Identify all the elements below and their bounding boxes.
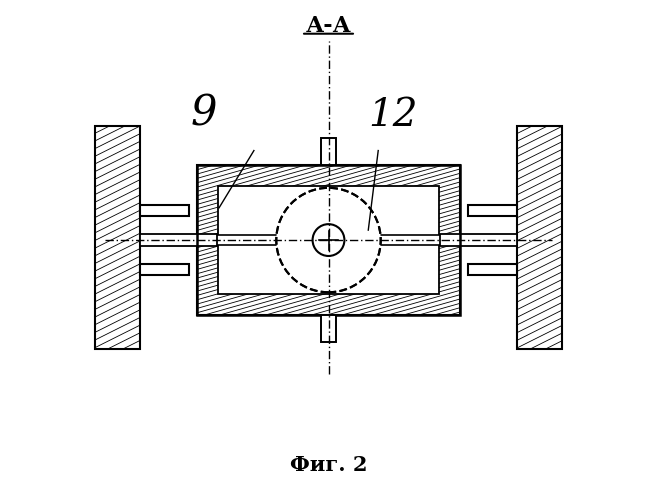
Bar xyxy=(321,138,336,166)
Bar xyxy=(468,206,518,216)
Bar xyxy=(321,314,336,342)
Circle shape xyxy=(277,188,380,292)
Bar xyxy=(196,166,461,314)
Bar xyxy=(328,235,461,245)
Bar xyxy=(139,234,217,246)
Bar xyxy=(196,235,328,245)
Text: А-А: А-А xyxy=(306,15,351,37)
Bar xyxy=(139,264,189,275)
Bar xyxy=(139,206,189,216)
Text: 12: 12 xyxy=(369,96,418,134)
Bar xyxy=(217,186,440,294)
Text: Фиг. 2: Фиг. 2 xyxy=(290,456,367,475)
Bar xyxy=(217,186,440,294)
Bar xyxy=(468,264,518,275)
Bar xyxy=(196,166,461,314)
Text: 9: 9 xyxy=(191,92,217,134)
Bar xyxy=(95,126,139,350)
Bar xyxy=(440,234,518,246)
Circle shape xyxy=(313,224,344,256)
Bar xyxy=(518,126,562,350)
